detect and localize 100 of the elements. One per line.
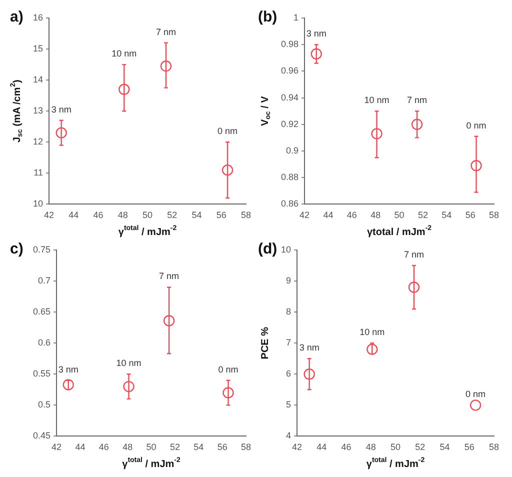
x-tick-label: 56 bbox=[464, 442, 474, 452]
x-tick-label: 54 bbox=[194, 442, 204, 452]
x-tick-label: 52 bbox=[167, 210, 178, 220]
annotation: 0 nm bbox=[218, 364, 238, 374]
y-tick-label: 0.45 bbox=[32, 430, 51, 441]
x-tick-label: 48 bbox=[366, 442, 376, 452]
point bbox=[304, 368, 315, 380]
y-tick-label: 0.98 bbox=[280, 39, 299, 50]
point bbox=[56, 127, 67, 138]
point bbox=[160, 60, 172, 72]
point bbox=[118, 84, 130, 95]
y-tick-label: 8 bbox=[286, 306, 292, 317]
x-tick-label: 54 bbox=[442, 210, 452, 220]
point bbox=[123, 380, 134, 392]
point bbox=[408, 282, 420, 293]
x-tick-label: 58 bbox=[240, 442, 252, 452]
x-tick-label: 58 bbox=[240, 210, 252, 220]
y-tick-label: 0.65 bbox=[32, 306, 51, 317]
point bbox=[222, 164, 234, 176]
chart-title: c) bbox=[10, 240, 24, 258]
annotation: 3 nm bbox=[51, 104, 72, 114]
point bbox=[310, 48, 322, 60]
y-tick-label: 0.92 bbox=[280, 118, 299, 129]
y-tick-label: 0.9 bbox=[286, 145, 299, 156]
chart-title: (b) bbox=[258, 8, 278, 26]
annotation: 3 nm bbox=[58, 364, 78, 374]
x-tick-label: 50 bbox=[146, 442, 156, 452]
x-tick-label: 50 bbox=[394, 210, 404, 220]
y-tick-label: 0.96 bbox=[280, 66, 299, 76]
annotation: 0 nm bbox=[466, 120, 486, 130]
y-tick-label: 11 bbox=[34, 168, 44, 178]
annotation: 0 nm bbox=[218, 126, 238, 136]
point bbox=[470, 160, 482, 172]
x-tick-label: 52 bbox=[170, 442, 180, 452]
x-tick-label: 42 bbox=[52, 442, 62, 452]
chart-title: a) bbox=[10, 8, 24, 26]
annotation: 0 nm bbox=[466, 389, 486, 400]
y-tick-label: 1 bbox=[294, 12, 299, 22]
y-tick-label: 12 bbox=[32, 136, 44, 147]
y-tick-label: 6 bbox=[286, 368, 292, 379]
y-tick-label: 16 bbox=[32, 12, 44, 22]
x-tick-label: 44 bbox=[68, 210, 79, 220]
x-tick-label: 44 bbox=[75, 442, 86, 452]
x-tick-label: 44 bbox=[323, 210, 334, 220]
point bbox=[222, 387, 234, 398]
y-tick-label: 0.6 bbox=[38, 338, 51, 348]
x-tick-label: 42 bbox=[44, 210, 54, 220]
x-tick-label: 46 bbox=[93, 210, 104, 220]
x-tick-label: 54 bbox=[192, 210, 202, 220]
y-tick-label: 0.55 bbox=[32, 368, 51, 379]
point bbox=[163, 315, 175, 326]
y-tick-label: 0.94 bbox=[280, 92, 299, 102]
x-tick-label: 48 bbox=[370, 210, 381, 220]
x-tick-label: 42 bbox=[292, 442, 302, 452]
point bbox=[62, 379, 74, 390]
annotation: 3 nm bbox=[299, 342, 320, 353]
x-tick-label: 52 bbox=[418, 210, 428, 220]
x-tick-label: 50 bbox=[390, 442, 401, 452]
annotation: 10 nm bbox=[116, 358, 142, 368]
annotation: 7 nm bbox=[407, 95, 428, 106]
y-tick-label: 0.86 bbox=[280, 198, 299, 209]
x-tick-label: 56 bbox=[217, 442, 228, 452]
x-tick-label: 46 bbox=[346, 210, 357, 220]
annotation: 3 nm bbox=[306, 28, 326, 39]
y-tick-label: 10 bbox=[32, 198, 44, 209]
y-tick-label: 5 bbox=[286, 400, 292, 410]
x-tick-label: 58 bbox=[488, 442, 500, 452]
x-tick-label: 56 bbox=[216, 210, 226, 220]
y-axis-title: PCE % bbox=[260, 326, 271, 360]
y-tick-label: 10 bbox=[280, 244, 292, 254]
x-tick-label: 50 bbox=[142, 210, 153, 220]
annotation: 10 nm bbox=[360, 327, 385, 338]
x-tick-label: 44 bbox=[316, 442, 327, 452]
annotation: 7 nm bbox=[159, 271, 180, 282]
point bbox=[366, 344, 378, 355]
annotation: 7 nm bbox=[404, 250, 424, 260]
y-tick-label: 0.5 bbox=[38, 400, 51, 410]
point bbox=[411, 118, 423, 130]
y-tick-label: 0.75 bbox=[32, 244, 51, 254]
x-tick-label: 48 bbox=[122, 442, 133, 452]
x-tick-label: 48 bbox=[118, 210, 128, 220]
y-tick-label: 9 bbox=[286, 276, 292, 286]
x-tick-label: 56 bbox=[465, 210, 476, 220]
x-tick-label: 54 bbox=[440, 442, 450, 452]
y-tick-label: 0.88 bbox=[280, 172, 299, 182]
x-tick-label: 52 bbox=[415, 442, 426, 452]
x-tick-label: 58 bbox=[488, 210, 500, 220]
y-tick-label: 7 bbox=[286, 338, 292, 348]
annotation: 10 nm bbox=[112, 48, 137, 59]
annotation: 7 nm bbox=[156, 26, 176, 37]
point bbox=[371, 128, 382, 140]
x-tick-label: 46 bbox=[341, 442, 352, 452]
y-tick-label: 4 bbox=[286, 430, 292, 441]
x-tick-label: 42 bbox=[300, 210, 310, 220]
point bbox=[470, 400, 482, 411]
annotation: 10 nm bbox=[364, 95, 390, 106]
y-tick-label: 15 bbox=[32, 44, 44, 54]
y-tick-label: 0.7 bbox=[38, 276, 51, 286]
y-tick-label: 13 bbox=[32, 106, 44, 116]
x-tick-label: 46 bbox=[98, 442, 109, 452]
